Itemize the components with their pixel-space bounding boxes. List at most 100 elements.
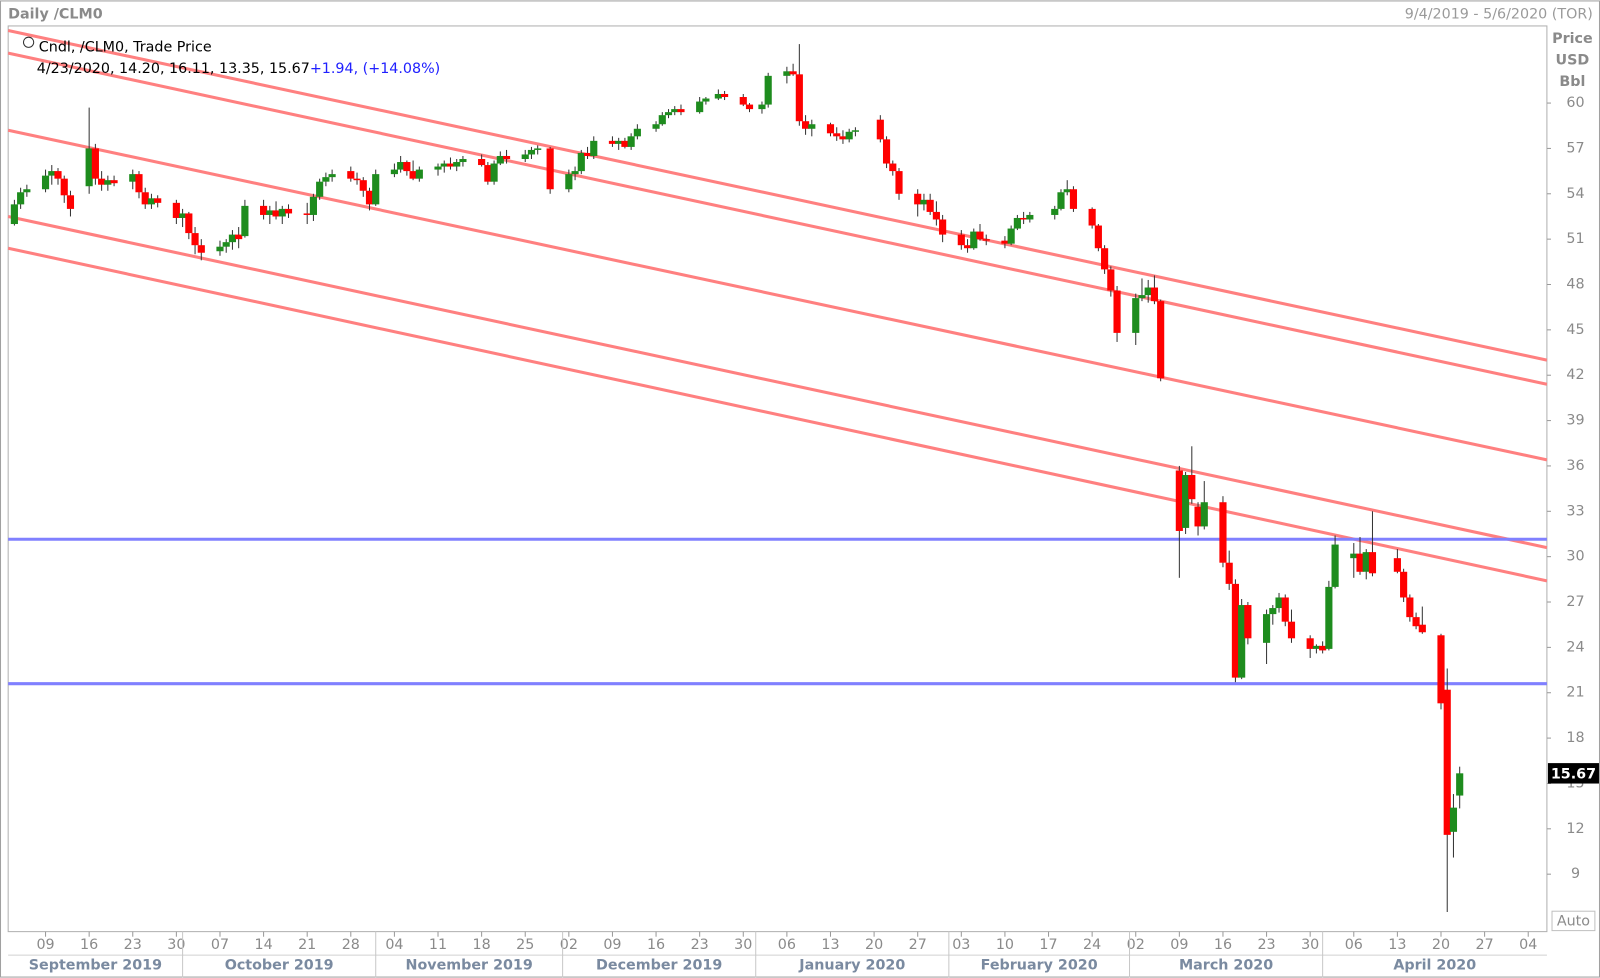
month-label: January 2020 [798,957,905,973]
candle-body [1449,807,1458,832]
candle-body [141,192,149,205]
candle-body [826,124,835,134]
candle-body [745,104,754,110]
candle-body [484,165,492,182]
candle-body [577,152,585,172]
candle-body [851,130,859,132]
candle-body [1287,621,1296,639]
candle-body [365,190,374,205]
y-tick-label: 42 [1566,367,1584,383]
candle-body [191,233,199,246]
candle-body [1001,240,1009,244]
candle-body [403,162,411,172]
candle-body [590,140,598,156]
candle-body [54,171,62,179]
candle-body [621,140,629,147]
scale-button[interactable] [1551,910,1596,932]
candle-body [1200,502,1208,527]
x-tick-label: 23 [691,937,709,953]
candle-body [129,174,137,182]
candle-body [154,198,162,203]
x-tick-label: 02 [1127,937,1145,953]
legend-change: +1.94, (+14.08%) [310,61,440,77]
candle-body [583,152,592,156]
candle-body [359,180,367,191]
candle-body [1182,475,1190,528]
candle-body [172,202,180,218]
candle-body [478,159,486,166]
candle-body [939,219,947,235]
candle-body [1281,597,1289,622]
x-tick-label: 30 [1301,937,1319,953]
candle-body [147,198,156,205]
candle-body [1393,558,1401,572]
candle-body [845,131,853,140]
candle-body [714,93,722,99]
x-tick-label: 16 [647,937,665,953]
candle-body [1231,583,1239,678]
x-tick-label: 20 [1432,937,1450,953]
candle-body [926,199,934,212]
candle-body [664,112,673,116]
y-tick-label: 60 [1566,95,1584,111]
y-tick-label: 57 [1566,140,1584,156]
y-tick-label: 45 [1566,322,1584,338]
trend-line [7,214,1548,550]
x-tick-label: 07 [211,937,229,953]
candle-body [17,192,25,205]
y-tick-label: 48 [1566,276,1584,292]
candle-body [110,180,118,184]
x-tick-label: 10 [996,937,1014,953]
candle-body [546,148,554,190]
y-tick-label: 9 [1571,866,1580,882]
candle-body [1406,597,1414,618]
x-tick-label: 30 [167,937,185,953]
candle-body [1262,614,1271,643]
candle-body [303,213,311,215]
candle-body [85,148,93,187]
candle-body [1319,645,1327,651]
candle-body [23,189,31,193]
candle-body [1157,301,1165,379]
candle-body [316,181,324,197]
candle-body [353,178,361,181]
candle-body [1013,217,1021,229]
x-tick-label: 25 [516,937,534,953]
scale-button-label[interactable]: Auto [1557,913,1590,929]
candle-body [409,171,417,179]
candle-body [833,133,841,137]
candle-body [970,231,978,249]
candle-body [957,234,965,246]
legend-icon[interactable] [22,36,35,48]
candle-body [876,119,884,140]
y-tick-label: 27 [1566,594,1584,610]
y-tick-label: 21 [1566,685,1584,701]
candle-body [658,115,666,125]
candle-body [976,231,984,240]
x-tick-label: 17 [1039,937,1057,953]
candle-body [1356,553,1364,572]
candle-body [328,174,336,178]
candle-body [1094,225,1102,249]
x-tick-label: 16 [1214,937,1232,953]
candle-body [882,139,891,164]
candle-body [608,140,617,144]
candle-body [1020,217,1028,220]
candle-body [801,121,810,129]
candle-body [446,163,455,167]
candle-body [1325,586,1333,649]
candle-body [783,71,791,76]
month-label: April 2020 [1393,957,1476,973]
candle-body [1312,645,1320,649]
x-tick-label: 09 [1170,937,1188,953]
candle-body [527,149,536,155]
candle-body [390,169,398,175]
candle-body [1331,544,1339,587]
candle-body [932,211,940,220]
month-label: September 2019 [29,957,162,973]
x-tick-label: 27 [1476,937,1494,953]
x-tick-label: 27 [909,937,927,953]
candle-body [627,136,635,147]
candle-body [434,166,442,170]
candle-body [235,234,243,240]
